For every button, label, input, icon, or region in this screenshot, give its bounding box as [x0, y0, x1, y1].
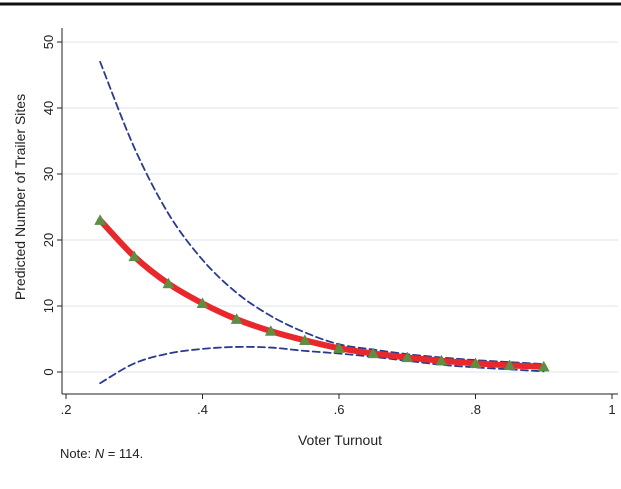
note: Note: N = 114.	[60, 446, 143, 461]
y-tick-label: 20	[41, 233, 56, 247]
estimate-marker	[128, 250, 141, 262]
note-n: N	[94, 446, 105, 461]
estimate-marker	[196, 297, 209, 309]
y-tick-label: 10	[41, 299, 56, 313]
y-tick-label: 30	[41, 167, 56, 181]
note-suffix: = 114.	[104, 446, 144, 461]
y-axis-title: Predicted Number of Trailer Sites	[12, 94, 28, 300]
estimate-marker	[401, 351, 414, 363]
axes: 0 10 20 30 40 50 .2 .4 .6 .8 1	[41, 28, 618, 417]
estimate-marker	[298, 334, 311, 345]
estimate-marker	[230, 313, 243, 324]
estimate-marker	[435, 354, 448, 366]
x-tick-label: .8	[470, 402, 481, 417]
y-tick-label: 50	[41, 35, 56, 49]
x-tick-label: .4	[197, 402, 208, 417]
estimate-marker	[264, 325, 277, 336]
estimate-marker	[162, 277, 175, 289]
estimate-marker	[537, 360, 550, 372]
estimate-marker	[333, 342, 345, 353]
x-axis-title: Voter Turnout	[298, 432, 382, 448]
x-tick-label: .2	[61, 402, 72, 417]
estimate-marker	[367, 347, 380, 359]
y-tick-label: 40	[41, 101, 56, 115]
x-tick-label: .6	[334, 402, 345, 417]
x-tick-label: 1	[608, 402, 615, 417]
note-prefix: Note:	[60, 446, 95, 461]
estimate-marker	[94, 214, 107, 225]
upper-bound-line	[99, 60, 545, 365]
y-tick-label: 0	[41, 368, 56, 375]
plot-area	[62, 28, 618, 394]
gridlines	[62, 41, 618, 373]
estimate-marker	[503, 359, 516, 371]
estimate-marker	[469, 357, 482, 369]
markers	[94, 214, 550, 372]
